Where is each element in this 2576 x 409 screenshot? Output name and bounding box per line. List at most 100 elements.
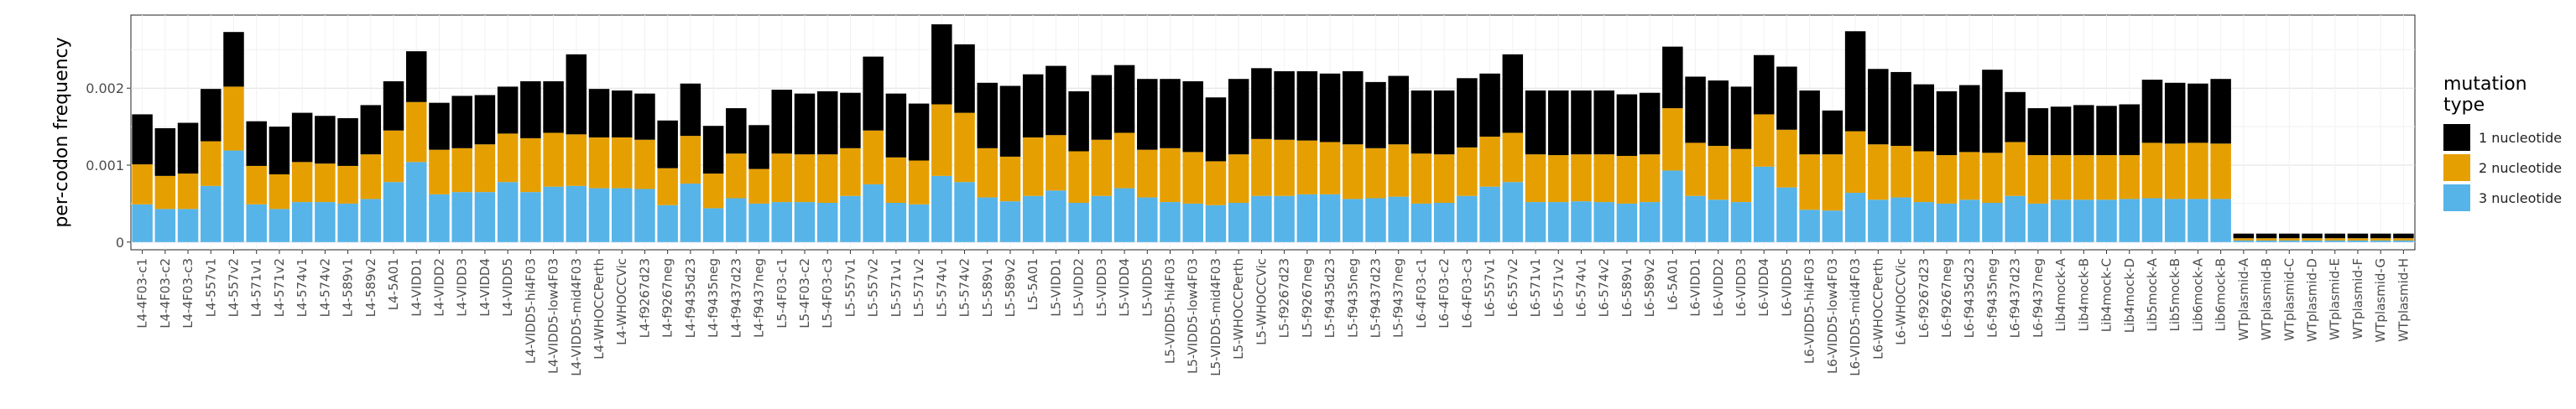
bar-segment xyxy=(794,93,816,155)
bar-segment xyxy=(634,189,655,242)
bar-segment xyxy=(246,121,267,166)
bar-segment xyxy=(702,126,724,174)
x-tick-label: L6-574v2 xyxy=(1597,258,1612,317)
bar-segment xyxy=(794,202,816,242)
bar-segment xyxy=(360,199,382,242)
bar-segment xyxy=(2233,238,2255,241)
bar-segment xyxy=(2347,240,2369,242)
x-tick-label: L5-f9437d23 xyxy=(1368,258,1383,338)
bar-segment xyxy=(2005,142,2026,196)
bar-segment xyxy=(977,197,998,242)
x-tick-label: L4-VIDD5-mid4F03 xyxy=(569,258,584,376)
x-tick-label: L4-574v1 xyxy=(295,258,310,317)
y-tick-label: 0.001 xyxy=(86,158,124,173)
x-tick-label: Lib4mock-A xyxy=(2053,257,2068,331)
bar-segment xyxy=(269,209,290,242)
bar-segment xyxy=(2324,233,2345,239)
bar-segment xyxy=(1479,73,1500,137)
bar-segment xyxy=(1548,155,1569,203)
bar-segment xyxy=(863,184,884,242)
x-tick-label: L5-WHOCCVic xyxy=(1254,258,1269,345)
bar-segment xyxy=(1113,65,1135,133)
bar-segment xyxy=(2096,199,2117,242)
bar-segment xyxy=(816,91,838,155)
bar-segment xyxy=(1022,195,1044,242)
bar-segment xyxy=(1548,90,1569,156)
x-tick-label: L6-4F03-c1 xyxy=(1414,258,1429,329)
bar-segment xyxy=(2210,79,2231,144)
x-tick-label: Lib4mock-B xyxy=(2076,258,2091,331)
x-tick-label: L5-557v2 xyxy=(866,258,881,317)
bar-segment xyxy=(1776,187,1797,242)
bar-segment xyxy=(2370,233,2391,239)
bar-segment xyxy=(132,164,153,204)
bar-segment xyxy=(1662,108,1683,171)
x-tick-label: Lib6mock-B xyxy=(2214,258,2229,331)
bar-segment xyxy=(2096,155,2117,200)
x-tick-label: L5-571v1 xyxy=(889,258,904,317)
bar-segment xyxy=(588,188,610,242)
bar-segment xyxy=(474,144,496,193)
bar-segment xyxy=(931,24,952,105)
bar-segment xyxy=(885,157,907,203)
bar-segment xyxy=(2370,240,2391,242)
bar-segment xyxy=(337,203,358,242)
x-tick-label: L4-557v2 xyxy=(226,258,241,317)
legend-label-2-nucleotide: 2 nucleotide xyxy=(2479,159,2563,176)
x-tick-label: L4-f9435neg xyxy=(706,258,721,338)
x-tick-label: L4-4F03-c2 xyxy=(158,258,173,329)
bar-segment xyxy=(520,137,541,193)
bar-segment xyxy=(1593,90,1614,155)
x-tick-label: L4-589v2 xyxy=(363,258,378,317)
bar-segment xyxy=(1844,131,1866,194)
bar-segment xyxy=(816,154,838,203)
bar-segment xyxy=(2279,240,2300,242)
bar-segment xyxy=(1890,146,1911,198)
bar-segment xyxy=(2073,155,2094,200)
x-tick-label: L5-f9435neg xyxy=(1345,258,1360,338)
bar-segment xyxy=(908,160,930,204)
bar-segment xyxy=(177,122,199,174)
bar-segment xyxy=(999,156,1021,202)
y-axis-label: per-codon frequency xyxy=(51,37,72,227)
bar-segment xyxy=(931,104,952,176)
bar-segment xyxy=(1160,148,1181,203)
bar-segment xyxy=(702,208,724,242)
x-tick-label: L4-574v2 xyxy=(317,258,332,317)
bar-segment xyxy=(2188,83,2208,143)
bar-segment xyxy=(1388,144,1409,197)
bar-segment xyxy=(1936,155,1958,204)
x-tick-label: L5-VIDD5-low4F03 xyxy=(1186,258,1201,374)
bar-segment xyxy=(406,51,427,102)
bar-segment xyxy=(2233,240,2255,242)
bar-segment xyxy=(1479,137,1500,187)
x-tick-label: L5-VIDD2 xyxy=(1072,258,1087,317)
bar-segment xyxy=(1685,142,1706,196)
legend-label-1-nucleotide: 1 nucleotide xyxy=(2479,129,2563,146)
bar-segment xyxy=(702,173,724,209)
bar-segment xyxy=(1433,90,1455,155)
bar-segment xyxy=(1525,154,1546,203)
x-tick-label: L6-4F03-c2 xyxy=(1437,258,1452,329)
bar-segment xyxy=(1958,199,1980,242)
bar-segment xyxy=(520,192,541,242)
x-tick-label: Lib4mock-D xyxy=(2122,258,2137,333)
bar-segment xyxy=(337,118,358,166)
legend-item-2-nucleotide: 2 nucleotide xyxy=(2443,153,2569,183)
bar-segment xyxy=(1868,144,1889,200)
bar-segment xyxy=(1593,154,1614,203)
bar-segment xyxy=(1274,195,1295,242)
bar-segment xyxy=(657,204,678,242)
bar-segment xyxy=(611,188,633,242)
bar-segment xyxy=(315,202,336,242)
bar-segment xyxy=(154,175,176,210)
x-tick-label: L6-VIDD3 xyxy=(1734,258,1749,317)
bar-segment xyxy=(1319,194,1341,242)
bar-segment xyxy=(1251,68,1272,139)
bar-segment xyxy=(1296,194,1318,242)
bar-segment xyxy=(999,201,1021,242)
bar-segment xyxy=(1205,204,1227,242)
bar-segment xyxy=(1525,90,1546,155)
bar-segment xyxy=(223,150,244,242)
bar-segment xyxy=(543,186,564,242)
